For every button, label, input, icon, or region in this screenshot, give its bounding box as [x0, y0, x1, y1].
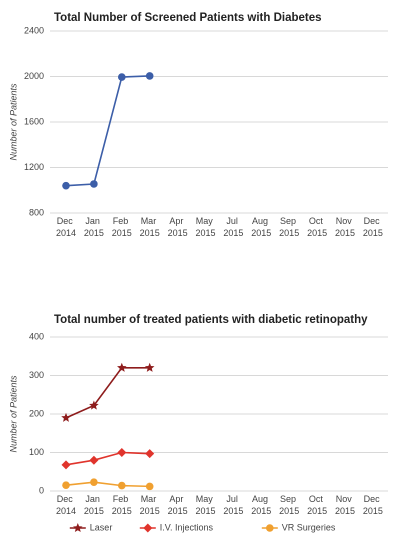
y-axis-label: Number of Patients [8, 375, 18, 453]
data-point [144, 362, 155, 372]
y-axis-label: Number of Patients [8, 83, 18, 161]
data-point [61, 460, 71, 470]
x-tick-label: Jan 2015 [84, 216, 104, 238]
legend-marker [73, 523, 83, 533]
series-line [65, 481, 150, 488]
legend-marker [266, 524, 274, 532]
data-point [89, 455, 99, 465]
x-tick-label: Jul 2015 [223, 494, 243, 516]
x-tick-label: Oct 2015 [307, 494, 327, 516]
x-tick-label: Dec 2015 [363, 494, 383, 516]
x-tick-label: May 2015 [195, 216, 215, 238]
series-line [65, 367, 150, 419]
y-tick-label: 800 [29, 207, 44, 217]
x-tick-label: Mar 2015 [140, 494, 160, 516]
data-point [61, 412, 71, 422]
legend-label: VR Surgeries [282, 522, 336, 532]
series-line [65, 451, 150, 466]
x-tick-label: Dec 2014 [56, 216, 76, 238]
data-point [145, 482, 154, 491]
x-tick-label: Dec 2015 [363, 216, 383, 238]
x-tick-label: Nov 2015 [335, 494, 355, 516]
y-tick-label: 200 [29, 408, 44, 418]
x-tick-label: Mar 2015 [140, 216, 160, 238]
chart-title: Total Number of Screened Patients with D… [54, 12, 322, 24]
chart-title: Total number of treated patients with di… [54, 314, 368, 326]
legend-label: Laser [90, 522, 113, 532]
data-point [89, 400, 99, 410]
y-tick-label: 2000 [24, 71, 44, 81]
data-point [90, 478, 98, 486]
y-tick-label: 300 [29, 370, 44, 380]
legend-label: I.V. Injections [160, 522, 214, 532]
data-point [145, 72, 154, 80]
x-tick-label: May 2015 [195, 494, 215, 516]
data-point [117, 448, 127, 457]
y-tick-label: 1600 [24, 116, 44, 126]
data-point [62, 481, 70, 490]
data-point [145, 449, 155, 459]
series-line [65, 75, 150, 187]
x-tick-label: Jul 2015 [223, 216, 243, 238]
x-tick-label: Apr 2015 [168, 494, 188, 516]
x-tick-label: Aug 2015 [251, 494, 271, 516]
data-point [118, 481, 126, 490]
x-tick-label: Apr 2015 [168, 216, 188, 238]
x-tick-label: Oct 2015 [307, 216, 327, 238]
x-tick-label: Aug 2015 [251, 216, 271, 238]
legend-marker [143, 523, 153, 533]
x-tick-label: Feb 2015 [112, 216, 132, 238]
x-tick-label: Sep 2015 [279, 494, 299, 516]
data-point [90, 180, 98, 188]
y-tick-label: 2400 [24, 25, 44, 35]
y-tick-label: 100 [29, 447, 44, 457]
x-tick-label: Nov 2015 [335, 216, 355, 238]
data-point [62, 181, 70, 190]
x-tick-label: Dec 2014 [56, 494, 76, 516]
y-tick-label: 0 [39, 485, 44, 495]
data-point [117, 362, 127, 372]
x-tick-label: Sep 2015 [279, 216, 299, 238]
x-tick-label: Feb 2015 [112, 494, 132, 516]
x-tick-label: Jan 2015 [84, 494, 104, 516]
y-tick-label: 1200 [24, 162, 44, 172]
data-point [118, 73, 126, 81]
y-tick-label: 400 [29, 331, 44, 341]
